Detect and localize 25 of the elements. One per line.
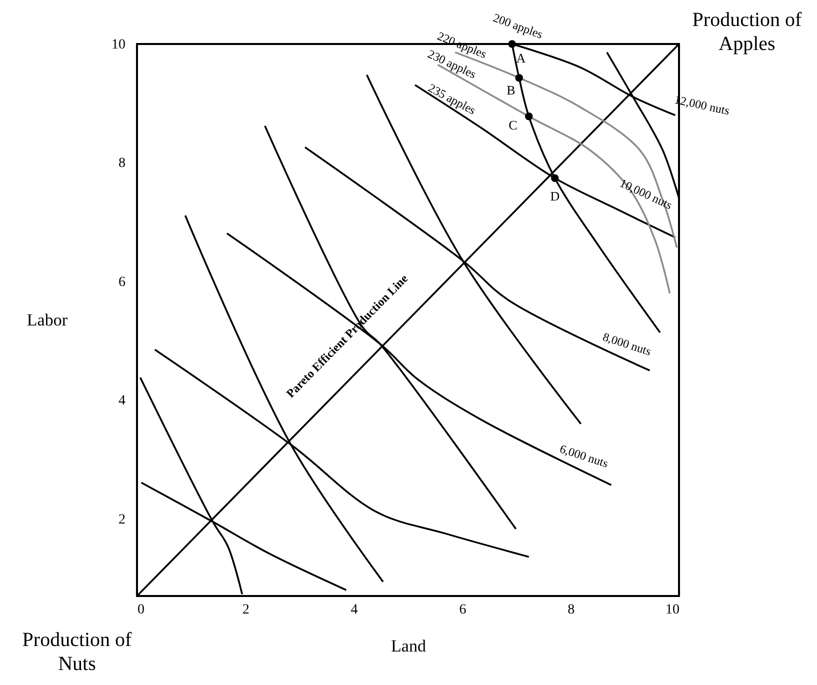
x-tick-label: 4 [350,602,358,618]
text: 200 apples [491,10,545,42]
y-tick-label: 8 [118,156,126,172]
y-tick-label: 4 [118,394,126,409]
annotation: 8,000 nuts [601,330,653,358]
y-tick-label: 10 [112,38,126,52]
annotation: 235 apples [426,80,478,118]
x-tick-label: 8 [568,602,575,618]
annotation: 6,000 nuts [558,442,610,470]
annotation: C [508,118,518,132]
y-axis-title: Labor [26,310,68,330]
y-tick-label: 6 [118,274,126,290]
annotation: 10,000 nuts [618,176,674,212]
x-tick-label: 2 [242,602,250,618]
x-tick-label: 10 [666,602,680,618]
annotation: A [516,50,526,66]
annotation: D [550,188,560,204]
x-tick-label: 0 [138,602,144,618]
x-tick-label: 6 [459,602,466,618]
text: Production of Nuts [21,628,133,676]
annotation: 12,000 nuts [673,92,731,118]
y-tick-label: 2 [118,512,126,528]
x-axis-title: Land [391,636,426,656]
annotation: B [506,82,516,98]
text: Production of Apples [691,8,803,56]
